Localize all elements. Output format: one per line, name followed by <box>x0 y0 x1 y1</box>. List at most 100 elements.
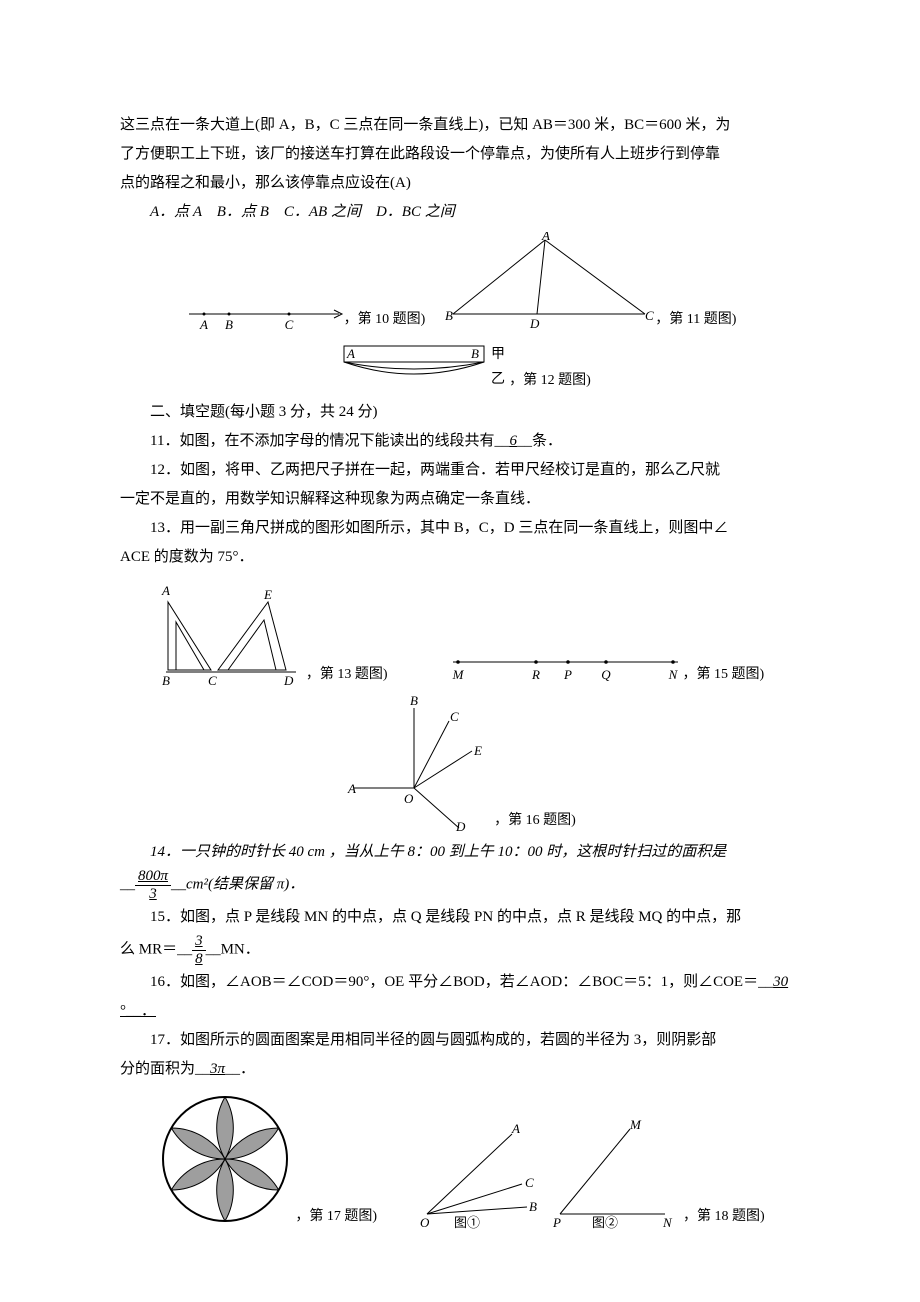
svg-text:E: E <box>263 587 272 602</box>
svg-text:E: E <box>473 743 482 758</box>
fig16-caption: ，第 16 题图) <box>494 808 576 833</box>
q15-l2-post: __MN． <box>206 941 260 957</box>
q15-frac: 38 <box>192 933 206 967</box>
fig-row-17-18: ，第 17 题图) O A C B 图① M P <box>120 1089 800 1229</box>
q14-l2-post: __cm²(结果保留 π)． <box>171 876 304 892</box>
svg-text:N: N <box>662 1215 673 1229</box>
fig10-svg: A B C <box>184 292 344 332</box>
q15-den: 8 <box>192 951 206 968</box>
svg-text:C: C <box>208 673 217 687</box>
q11: 11．如图，在不添加字母的情况下能读出的线段共有__6__条． <box>120 428 800 455</box>
fig18-caption: ，第 18 题图) <box>683 1204 765 1229</box>
svg-text:D: D <box>283 673 294 687</box>
q17-l2-post: __． <box>225 1061 255 1077</box>
svg-text:甲: 甲 <box>491 347 505 362</box>
q11-post: __条． <box>517 433 562 449</box>
q14-l2: __800π3__cm²(结果保留 π)． <box>120 868 800 902</box>
svg-text:B: B <box>162 673 170 687</box>
q17-l2-pre: 分的面积为__ <box>120 1061 210 1077</box>
q14-l1: 14．一只钟的时针长 40 cm ，当从上午 8：00 到上午 10：00 时，… <box>120 839 800 866</box>
svg-text:N: N <box>667 667 678 682</box>
svg-text:B: B <box>445 308 453 323</box>
section2-header: 二、填空题(每小题 3 分，共 24 分) <box>120 399 800 426</box>
svg-text:B: B <box>225 317 233 332</box>
fig15-svg: M R P Q N <box>448 647 683 687</box>
svg-text:图①: 图① <box>454 1215 480 1229</box>
fig18-wrap: O A C B 图① M P N 图② ，第 18 题图) <box>417 1119 765 1229</box>
svg-text:A: A <box>541 232 550 243</box>
q10-options-text: A．点 A B．点 B C．AB 之间 D．BC 之间 <box>150 204 455 220</box>
fig17-svg <box>155 1089 295 1229</box>
q15-l2: 么 MR＝__38__MN． <box>120 933 800 967</box>
svg-text:B: B <box>471 346 479 361</box>
fig-row-16: A B C E O D ，第 16 题图) <box>120 693 800 833</box>
fig12-caption: ，第 12 题图) <box>509 368 591 393</box>
svg-text:R: R <box>531 667 540 682</box>
svg-text:P: P <box>563 667 572 682</box>
q15-num: 3 <box>192 933 206 951</box>
intro-line2: 了方便职工上下班，该厂的接送车打算在此路段设一个停靠点，为使所有人上班步行到停靠 <box>120 141 800 168</box>
svg-text:C: C <box>450 709 459 724</box>
svg-text:O: O <box>404 791 414 806</box>
q11-pre: 11．如图，在不添加字母的情况下能读出的线段共有__ <box>150 433 509 449</box>
fig13-svg: A E B C D <box>156 577 306 687</box>
svg-text:A: A <box>161 583 170 598</box>
fig-row-12: A B 甲 乙 ，第 12 题图) <box>120 338 800 393</box>
svg-text:A: A <box>511 1121 520 1136</box>
q11-ans: 6 <box>509 433 517 449</box>
svg-text:Q: Q <box>601 667 611 682</box>
fig17-wrap: ，第 17 题图) <box>155 1089 377 1229</box>
q17-l1: 17．如图所示的圆面图案是用相同半径的圆与圆弧构成的，若圆的半径为 3，则阴影部 <box>120 1027 800 1054</box>
q13-l2: ACE 的度数为 75°． <box>120 544 800 571</box>
q14-frac: 800π3 <box>135 868 171 902</box>
q16-l2: °__． <box>120 998 800 1025</box>
svg-text:B: B <box>529 1199 537 1214</box>
q17-l2: 分的面积为__3π__． <box>120 1056 800 1083</box>
q12-l2: 一定不是直的，用数学知识解释这种现象为两点确定一条直线． <box>120 486 800 513</box>
q14-l1-text: 14．一只钟的时针长 40 cm ，当从上午 8：00 到上午 10：00 时，… <box>150 844 726 860</box>
fig11-svg: A B C D <box>445 232 655 332</box>
fig18a-svg: O A C B 图① <box>417 1119 537 1229</box>
fig18b-svg: M P N 图② <box>545 1119 675 1229</box>
fig17-caption: ，第 17 题图) <box>295 1204 377 1229</box>
q16-l1: 16．如图，∠AOB＝∠COD＝90°，OE 平分∠BOD，若∠AOD：∠BOC… <box>120 969 800 996</box>
svg-text:A: A <box>199 317 208 332</box>
fig16-wrap: A B C E O D ，第 16 题图) <box>344 693 576 833</box>
svg-text:P: P <box>552 1215 561 1229</box>
q14-den: 3 <box>135 886 171 903</box>
q10-options: A．点 A B．点 B C．AB 之间 D．BC 之间 <box>120 199 800 226</box>
fig-row-10-11: A B C ，第 10 题图) A B C D ，第 <box>120 232 800 332</box>
q16-ans: 30 <box>773 974 788 990</box>
fig-row-13-15: A E B C D ，第 13 题图) M R P Q N ，第 15 题图) <box>120 577 800 687</box>
svg-text:D: D <box>529 316 540 331</box>
svg-text:图②: 图② <box>592 1215 618 1229</box>
intro-line3: 点的路程之和最小，那么该停靠点应设在(A) <box>120 170 800 197</box>
intro-line1: 这三点在一条大道上(即 A，B，C 三点在同一条直线上)，已知 AB＝300 米… <box>120 112 800 139</box>
q15-l2-pre: 么 MR＝__ <box>120 941 192 957</box>
q14-num: 800π <box>135 868 171 886</box>
svg-text:M: M <box>629 1119 642 1132</box>
q15-l1: 15．如图，点 P 是线段 MN 的中点，点 Q 是线段 PN 的中点，点 R … <box>120 904 800 931</box>
q16-l1-pre: 16．如图，∠AOB＝∠COD＝90°，OE 平分∠BOD，若∠AOD：∠BOC… <box>150 974 773 990</box>
fig16-svg: A B C E O D <box>344 693 494 833</box>
fig10-caption: ，第 10 题图) <box>344 307 426 332</box>
svg-text:C: C <box>284 317 293 332</box>
svg-text:C: C <box>645 308 654 323</box>
fig10-wrap: A B C ，第 10 题图) <box>184 292 426 332</box>
fig13-caption: ，第 13 题图) <box>306 662 388 687</box>
fig15-wrap: M R P Q N ，第 15 题图) <box>448 647 765 687</box>
svg-text:A: A <box>346 346 355 361</box>
svg-text:D: D <box>455 819 466 833</box>
fig11-caption: ，第 11 题图) <box>655 307 736 332</box>
fig12-wrap: A B 甲 乙 ，第 12 题图) <box>329 338 591 393</box>
svg-text:O: O <box>420 1215 430 1229</box>
svg-text:乙: 乙 <box>491 371 505 387</box>
fig12-svg: A B 甲 乙 <box>329 338 509 393</box>
svg-text:C: C <box>525 1175 534 1190</box>
fig11-wrap: A B C D ，第 11 题图) <box>445 232 736 332</box>
svg-text:A: A <box>347 781 356 796</box>
fig13-wrap: A E B C D ，第 13 题图) <box>156 577 388 687</box>
q13-l1: 13．用一副三角尺拼成的图形如图所示，其中 B，C，D 三点在同一条直线上，则图… <box>120 515 800 542</box>
q17-ans: 3π <box>210 1061 225 1077</box>
svg-text:B: B <box>410 693 418 708</box>
